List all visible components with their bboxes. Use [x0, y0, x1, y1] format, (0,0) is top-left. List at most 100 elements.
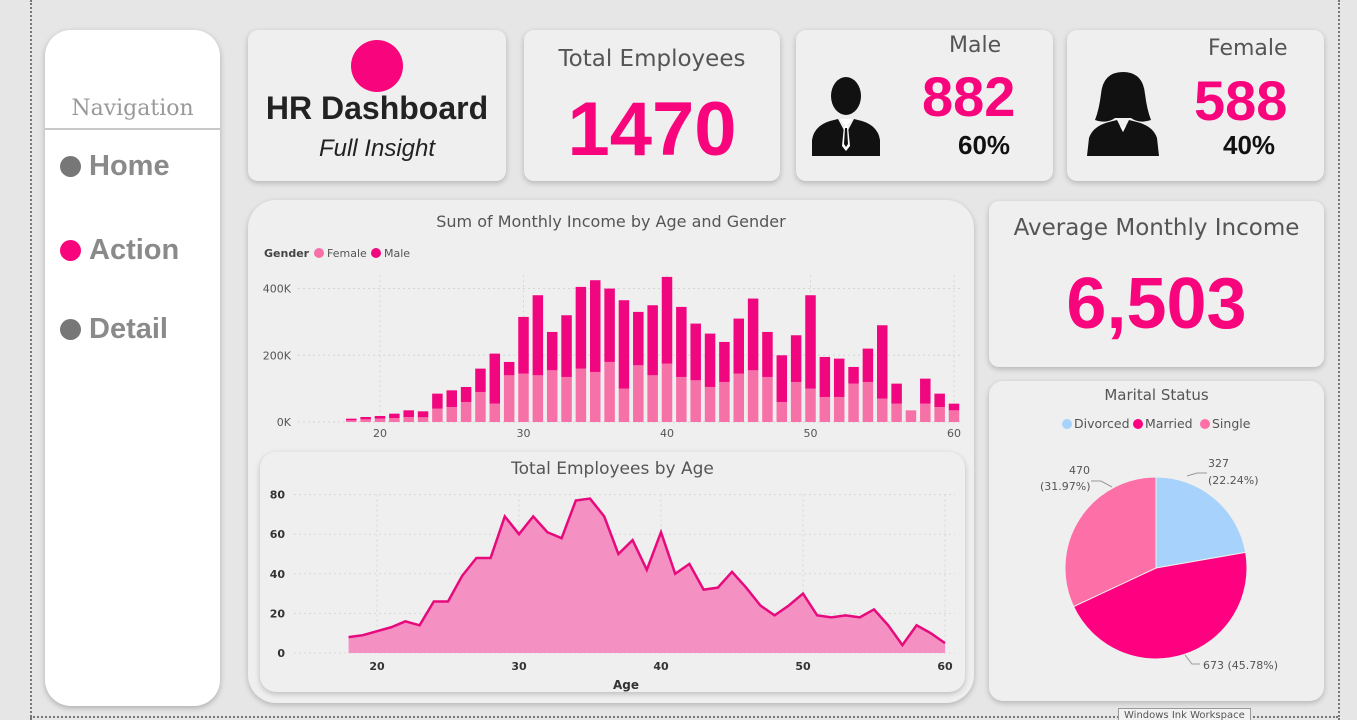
- income-bar-male[interactable]: [690, 323, 701, 381]
- legend-male-label[interactable]: Male: [384, 247, 410, 260]
- income-bar-male[interactable]: [604, 288, 615, 362]
- pie-slice-divorced[interactable]: [1155, 476, 1247, 569]
- income-bar-male[interactable]: [489, 353, 501, 404]
- income-bar-male[interactable]: [733, 318, 745, 374]
- income-bar-female[interactable]: [403, 416, 414, 422]
- income-bar-female[interactable]: [661, 363, 673, 422]
- income-bar-male[interactable]: [575, 286, 587, 369]
- income-bar-male[interactable]: [948, 403, 960, 411]
- income-bar-female[interactable]: [790, 381, 802, 422]
- income-bar-male[interactable]: [762, 331, 773, 377]
- nav-item-home[interactable]: Home: [60, 150, 170, 183]
- income-bar-female[interactable]: [862, 381, 874, 422]
- income-bar-male[interactable]: [747, 298, 759, 371]
- income-bar-female[interactable]: [877, 398, 888, 422]
- income-bar-male[interactable]: [432, 393, 443, 409]
- income-bar-female[interactable]: [561, 376, 572, 422]
- income-bar-female[interactable]: [805, 388, 816, 422]
- income-bar-female[interactable]: [590, 371, 601, 422]
- legend-female-label[interactable]: Female: [327, 247, 367, 260]
- income-bar-female[interactable]: [733, 373, 745, 422]
- income-bar-male[interactable]: [503, 361, 515, 376]
- pie-slice-single[interactable]: [1064, 476, 1157, 608]
- income-bar-female[interactable]: [905, 410, 917, 422]
- nav-item-detail[interactable]: Detail: [60, 313, 168, 346]
- legend-single-label[interactable]: Single: [1212, 416, 1251, 431]
- income-bar-female[interactable]: [432, 408, 443, 422]
- income-bar-female[interactable]: [948, 410, 960, 422]
- income-bar-female[interactable]: [762, 376, 773, 422]
- income-bar-female[interactable]: [618, 388, 630, 422]
- income-bar-female[interactable]: [934, 406, 945, 422]
- income-bar-female[interactable]: [575, 368, 587, 422]
- income-bar-female[interactable]: [346, 420, 357, 422]
- income-bar-male[interactable]: [374, 415, 386, 419]
- income-bar-male[interactable]: [877, 325, 888, 399]
- income-bar-female[interactable]: [633, 365, 644, 422]
- income-bar-female[interactable]: [690, 380, 701, 422]
- nav-item-action[interactable]: Action: [60, 234, 179, 267]
- income-bar-male[interactable]: [647, 305, 658, 376]
- income-bar-male[interactable]: [403, 410, 414, 417]
- income-bar-male[interactable]: [446, 390, 458, 407]
- income-bar-female[interactable]: [704, 386, 716, 422]
- income-bar-male[interactable]: [532, 295, 544, 376]
- income-bar-female[interactable]: [676, 376, 687, 422]
- income-bar-female[interactable]: [848, 383, 859, 422]
- income-bar-female[interactable]: [776, 401, 788, 422]
- income-bar-male[interactable]: [633, 311, 644, 366]
- income-bar-female[interactable]: [389, 417, 400, 422]
- income-bar-male[interactable]: [819, 356, 831, 397]
- age-area-line[interactable]: [348, 497, 946, 648]
- income-bar-male[interactable]: [590, 280, 601, 372]
- income-bar-female[interactable]: [446, 406, 458, 422]
- income-bar-female[interactable]: [747, 370, 759, 422]
- income-bar-female[interactable]: [532, 375, 544, 422]
- income-bar-male[interactable]: [719, 341, 730, 382]
- income-bar-female[interactable]: [374, 418, 386, 422]
- income-bar-female[interactable]: [833, 396, 845, 422]
- income-bar-female[interactable]: [819, 396, 831, 422]
- income-bar-male[interactable]: [805, 295, 816, 389]
- income-bar-female[interactable]: [518, 373, 529, 422]
- income-bar-male[interactable]: [546, 331, 558, 371]
- pie-slice-married[interactable]: [1072, 551, 1248, 660]
- income-bar-female[interactable]: [489, 403, 501, 422]
- income-bar-male[interactable]: [561, 315, 572, 377]
- income-bar-male[interactable]: [346, 418, 357, 421]
- income-bar-female[interactable]: [604, 361, 615, 422]
- income-bar-male[interactable]: [475, 368, 486, 392]
- income-bar-male[interactable]: [661, 276, 673, 364]
- average-income-label: Average Monthly Income: [1013, 215, 1300, 241]
- income-bar-female[interactable]: [719, 381, 730, 422]
- income-bar-female[interactable]: [360, 419, 371, 422]
- income-bar-female[interactable]: [503, 375, 515, 422]
- income-bar-male[interactable]: [704, 333, 716, 387]
- legend-married-swatch-icon: [1133, 419, 1143, 429]
- income-bar-female[interactable]: [546, 370, 558, 422]
- income-bar-male[interactable]: [833, 358, 845, 397]
- income-bar-male[interactable]: [862, 348, 874, 382]
- legend-female-swatch-icon: [314, 248, 324, 258]
- income-bar-male[interactable]: [920, 378, 931, 404]
- income-bar-male[interactable]: [460, 386, 472, 402]
- income-bar-female[interactable]: [475, 391, 486, 422]
- income-bar-male[interactable]: [891, 383, 902, 404]
- income-bar-male[interactable]: [790, 335, 802, 382]
- income-bar-male[interactable]: [776, 355, 788, 402]
- income-bar-male[interactable]: [389, 413, 400, 418]
- income-bar-male[interactable]: [360, 416, 371, 420]
- income-bar-male[interactable]: [417, 411, 429, 418]
- income-bar-male[interactable]: [518, 316, 529, 374]
- income-bar-female[interactable]: [417, 417, 429, 422]
- income-bar-female[interactable]: [891, 403, 902, 422]
- income-bar-male[interactable]: [848, 366, 859, 384]
- income-bar-male[interactable]: [934, 393, 945, 407]
- income-bar-female[interactable]: [647, 375, 658, 422]
- income-bar-female[interactable]: [460, 401, 472, 422]
- income-bar-female[interactable]: [920, 403, 931, 422]
- income-bar-male[interactable]: [618, 300, 630, 389]
- legend-divorced-label[interactable]: Divorced: [1074, 416, 1130, 431]
- legend-married-label[interactable]: Married: [1145, 416, 1193, 431]
- income-bar-male[interactable]: [676, 306, 687, 377]
